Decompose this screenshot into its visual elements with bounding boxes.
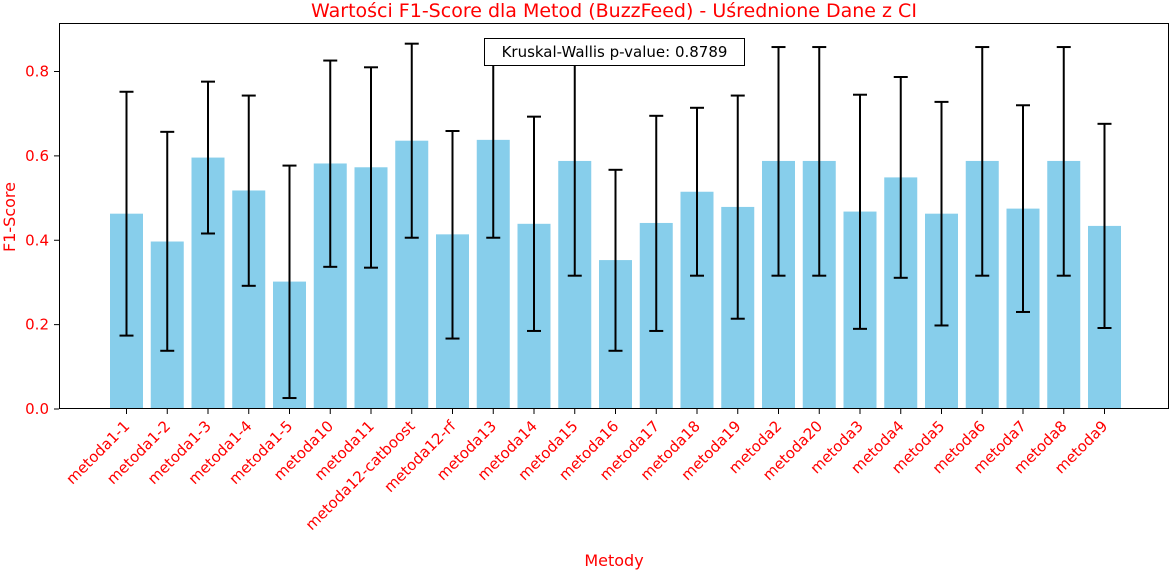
y-axis-label: F1-Score (0, 182, 19, 252)
y-tick-label: 0.6 (25, 147, 49, 165)
error-bars-layer (119, 40, 1112, 400)
annotation-text: Kruskal-Wallis p-value: 0.8789 (502, 43, 728, 61)
bars-layer (110, 139, 1121, 409)
plot-frame (59, 23, 1169, 409)
annotation-layer: Kruskal-Wallis p-value: 0.8789 (484, 38, 745, 66)
x-axis-label: Metody (584, 551, 643, 570)
y-tick-label: 0.8 (25, 63, 49, 81)
annotation-box (484, 38, 745, 66)
y-tick-label: 0.2 (25, 316, 49, 334)
y-tick-label: 0.0 (25, 400, 49, 418)
y-tick-label: 0.4 (25, 231, 49, 249)
chart-title: Wartości F1-Score dla Metod (BuzzFeed) -… (311, 0, 917, 22)
